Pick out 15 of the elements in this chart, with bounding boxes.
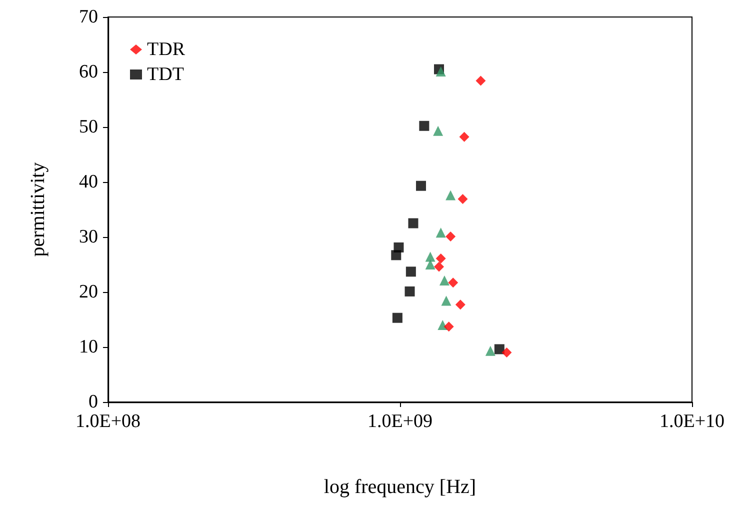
y-tick-label: 10 [79,336,98,358]
y-tick-label: 30 [79,226,98,248]
y-tick-label: 70 [79,6,98,28]
y-tick-label: 0 [88,392,98,412]
x-axis-title: log frequency [Hz] [324,476,476,498]
y-tick-label: 40 [79,172,98,192]
y-axis-title: permittivity [27,162,49,257]
y-tick-label: 50 [79,116,98,138]
y-tick-label: 20 [79,282,98,302]
x-tick-label: 1.0E+09 [367,411,433,432]
y-tick-label: 60 [79,62,98,82]
x-tick-label: 1.0E+10 [659,411,725,432]
x-tick-label: 1.0E+08 [75,411,141,432]
legend-label: TDT [147,64,184,85]
legend-label: TDR [147,39,186,60]
